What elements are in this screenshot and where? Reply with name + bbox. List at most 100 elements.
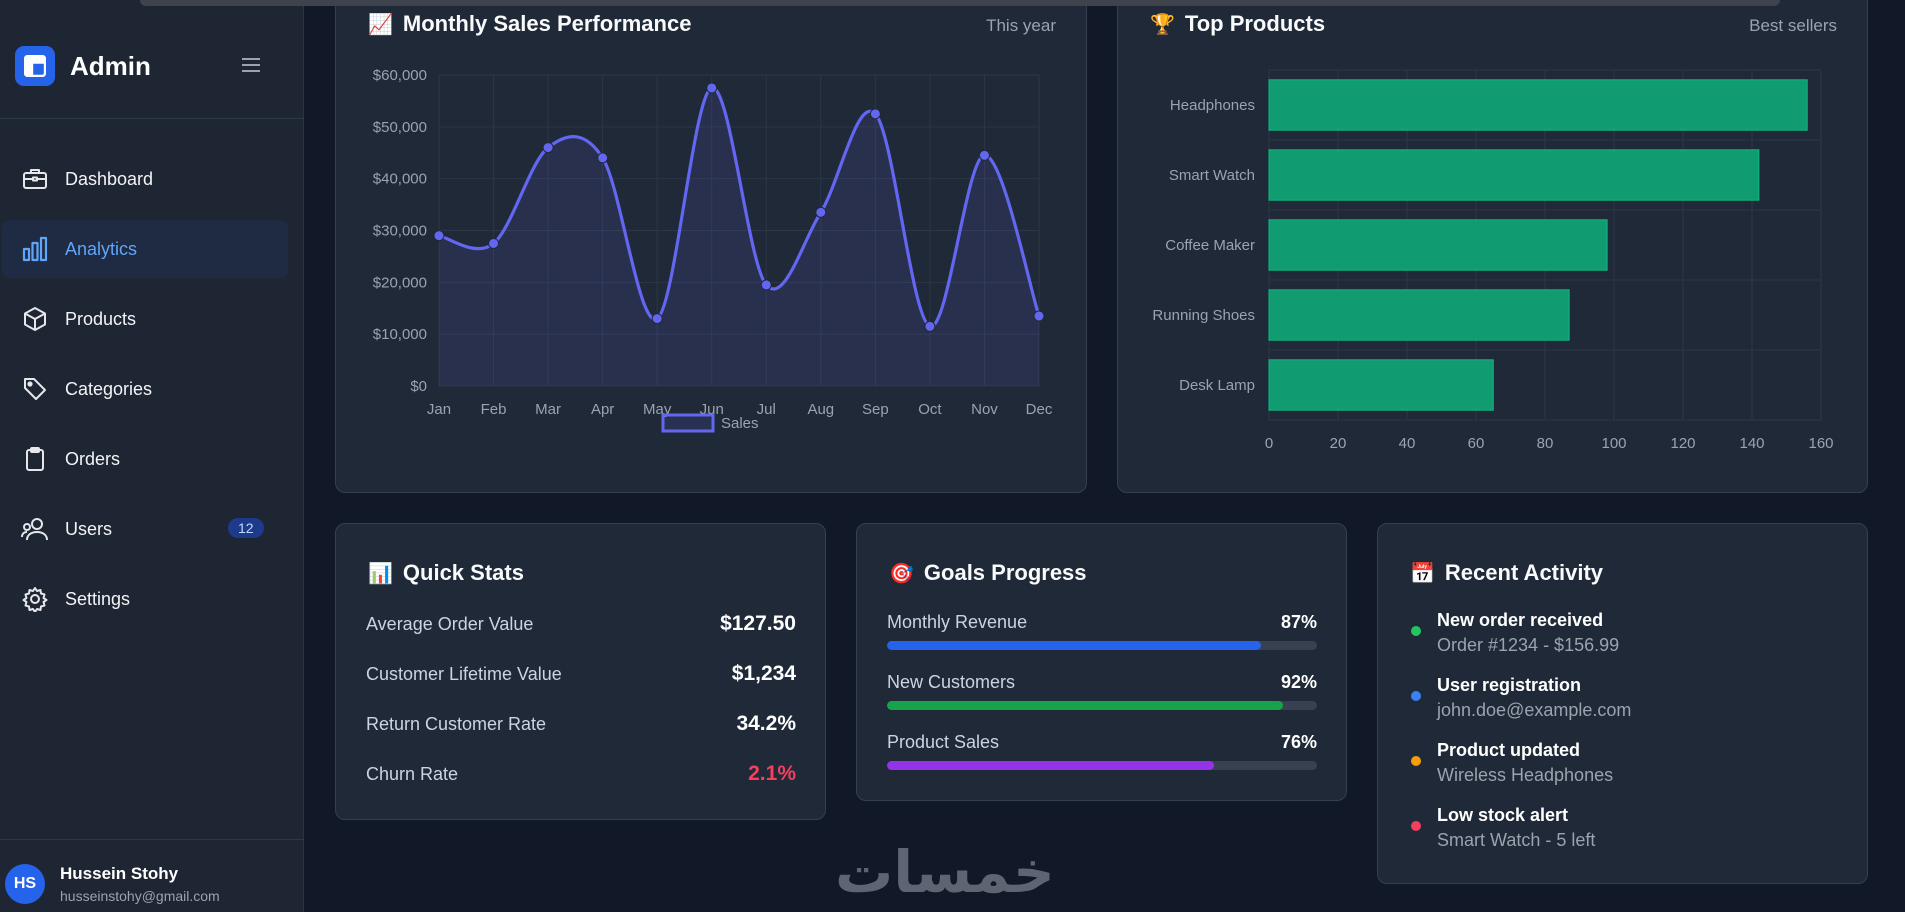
sidebar-item-settings[interactable]: Settings	[0, 570, 304, 628]
card-title-text: Monthly Sales Performance	[402, 11, 692, 36]
sidebar-item-users[interactable]: Users 12	[0, 500, 304, 558]
stat-label: Churn Rate	[366, 763, 459, 784]
progress-track	[887, 701, 1317, 710]
x-tick-label: Dec	[1026, 401, 1053, 418]
goals-card: 🎯 Goals Progress Monthly Revenue 87% New…	[856, 523, 1347, 801]
sidebar-item-categories[interactable]: Categories	[0, 360, 304, 418]
x-tick-label: Jul	[757, 401, 776, 418]
stat-value: $1,234	[731, 662, 796, 685]
tag-icon	[21, 375, 49, 403]
sidebar-item-label: Orders	[65, 448, 121, 469]
products-bar-chart[interactable]: 0 20 40 60 80 100 120 140 160 Headphones Smart Wat…	[1118, 0, 1869, 494]
product-bar	[1268, 149, 1760, 201]
card-subtitle: This year	[986, 16, 1056, 35]
sidebar-item-dashboard[interactable]: Dashboard	[0, 150, 304, 208]
y-category-label: Headphones	[1170, 97, 1255, 114]
product-bar	[1268, 289, 1570, 341]
card-title-text: Quick Stats	[402, 560, 524, 585]
activity-item[interactable]: New order received Order #1234 - $156.99	[1411, 610, 1619, 656]
y-category-label: Coffee Maker	[1165, 237, 1255, 254]
progress-fill	[887, 761, 1214, 770]
stat-value: 2.1%	[748, 762, 796, 785]
y-category-label: Smart Watch	[1169, 167, 1255, 184]
x-tick-label: Mar	[535, 401, 561, 418]
progress-fill	[887, 641, 1262, 650]
activity-desc: Smart Watch - 5 left	[1437, 830, 1596, 850]
bar-chart-emoji-icon: 📊	[368, 562, 393, 585]
activity-dot	[1411, 626, 1421, 636]
sidebar-divider	[0, 118, 304, 119]
x-tick-label: 20	[1330, 435, 1347, 452]
sales-series-line	[438, 86, 1041, 328]
activity-desc: john.doe@example.com	[1437, 700, 1632, 720]
stat-row-churn-rate: Churn Rate 2.1%	[366, 762, 796, 786]
activity-item[interactable]: User registration john.doe@example.com	[1411, 675, 1631, 721]
x-tick-label: 140	[1739, 435, 1764, 452]
sales-data-point	[815, 206, 827, 218]
card-title: 🏆 Top Products	[1150, 11, 1325, 37]
sales-chart-card: 📈 Monthly Sales Performance This year $0…	[335, 0, 1087, 493]
user-name: Hussein Stohy	[60, 864, 179, 883]
goal-new-customers: New Customers 92%	[887, 672, 1317, 710]
user-profile[interactable]: HS Hussein Stohy husseinstohy@gmail.com	[5, 864, 220, 904]
gear-icon	[21, 585, 49, 613]
sidebar-item-analytics[interactable]: Analytics	[2, 220, 288, 278]
sales-data-point	[651, 313, 663, 325]
x-tick-label: 80	[1537, 435, 1554, 452]
activity-item[interactable]: Product updated Wireless Headphones	[1411, 740, 1613, 786]
card-title-text: Recent Activity	[1444, 560, 1604, 585]
goal-monthly-revenue: Monthly Revenue 87%	[887, 612, 1317, 650]
card-title: 📊 Quick Stats	[368, 560, 524, 586]
card-title: 📅 Recent Activity	[1410, 560, 1603, 586]
sidebar-item-products[interactable]: Products	[0, 290, 304, 348]
product-bar	[1268, 79, 1808, 131]
sidebar-item-orders[interactable]: Orders	[0, 430, 304, 488]
bar-chart-icon	[21, 235, 49, 263]
stat-label: Average Order Value	[366, 613, 534, 634]
activity-desc: Wireless Headphones	[1437, 765, 1614, 785]
activity-dot	[1411, 756, 1421, 766]
sales-data-point	[706, 82, 718, 94]
sales-data-point	[869, 108, 881, 120]
stat-value: $127.50	[720, 612, 796, 635]
menu-toggle-icon[interactable]	[240, 54, 262, 76]
watermark-logo: خمسات	[835, 838, 1055, 906]
goal-label: Product Sales	[887, 732, 1000, 752]
sidebar-item-label: Categories	[65, 378, 153, 399]
progress-track	[887, 641, 1317, 650]
users-icon	[21, 515, 49, 543]
stat-row-return-rate: Return Customer Rate 34.2%	[366, 712, 796, 736]
sidebar-footer-divider	[0, 839, 304, 840]
card-title: 📈 Monthly Sales Performance	[368, 11, 691, 37]
sales-line-chart[interactable]: $0 $10,000 $20,000 $30,000 $40,000 $50,000 $60…	[336, 0, 1088, 494]
sales-data-point	[488, 237, 500, 249]
trophy-icon: 🏆	[1150, 13, 1175, 36]
y-tick-label: $60,000	[373, 67, 427, 84]
y-tick-label: $20,000	[373, 274, 427, 291]
user-email: husseinstohy@gmail.com	[60, 888, 220, 904]
x-tick-label: 120	[1670, 435, 1695, 452]
brand[interactable]: Admin	[15, 45, 151, 87]
goal-percent: 87%	[1280, 612, 1317, 632]
chart-up-icon: 📈	[368, 13, 393, 36]
goal-label: New Customers	[887, 672, 1016, 692]
activity-item[interactable]: Low stock alert Smart Watch - 5 left	[1411, 805, 1595, 851]
x-tick-label: 40	[1399, 435, 1416, 452]
recent-activity-card: 📅 Recent Activity New order received Ord…	[1377, 523, 1868, 884]
y-tick-label: $40,000	[373, 171, 427, 188]
users-count-badge: 12	[228, 518, 264, 538]
sidebar-item-label: Dashboard	[65, 168, 154, 189]
card-title-text: Goals Progress	[923, 560, 1087, 585]
x-tick-label: 60	[1468, 435, 1485, 452]
clipboard-icon	[21, 445, 49, 473]
card-title-text: Top Products	[1184, 11, 1326, 36]
x-tick-label: Aug	[807, 401, 834, 418]
target-icon: 🎯	[889, 562, 914, 585]
y-tick-label: $50,000	[373, 119, 427, 136]
quick-stats-card: 📊 Quick Stats Average Order Value $127.5…	[335, 523, 826, 820]
cube-icon	[21, 305, 49, 333]
dashboard-logo-icon	[15, 46, 55, 86]
x-tick-label: Nov	[971, 401, 998, 418]
stat-row-average-order: Average Order Value $127.50	[366, 612, 796, 636]
stat-label: Customer Lifetime Value	[366, 663, 562, 684]
